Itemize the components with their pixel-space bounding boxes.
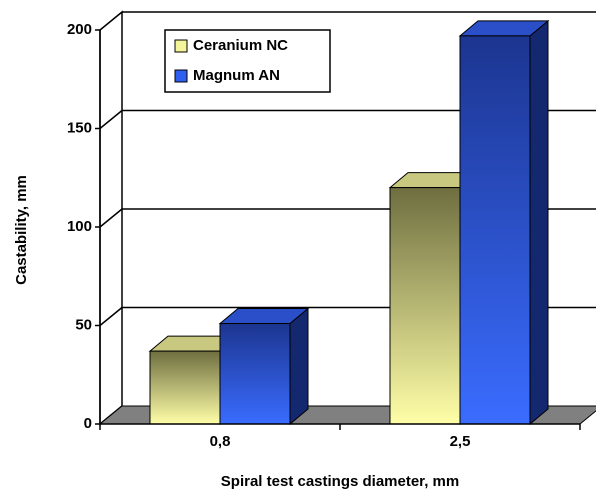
x-tick-label: 2,5 [450,433,471,450]
bar-side [289,307,309,426]
y-tick-label: 100 [67,218,92,235]
grid-line [99,109,123,130]
legend-box [164,29,331,93]
y-tick-label: 0 [84,415,92,432]
y-tick-label: 150 [67,119,92,136]
bar [458,19,550,426]
legend-label: Magnum AN [193,67,280,84]
grid-line [99,208,123,228]
y-axis-label: Castability, mm [13,175,30,285]
bar-front [219,323,291,425]
grid-line [99,306,123,327]
bar-front [459,35,531,425]
y-tick-label: 50 [75,316,92,333]
legend-swatch [174,69,188,83]
bar-side [529,19,549,426]
y-tick-label: 200 [67,21,92,38]
bar-front [389,187,461,425]
x-axis-label: Spiral test castings diameter, mm [221,473,459,490]
legend-label: Ceranium NC [193,37,288,54]
bar-front [149,350,221,425]
x-tick-label: 0,8 [210,433,231,450]
legend-swatch [174,39,188,53]
bar [218,307,310,426]
